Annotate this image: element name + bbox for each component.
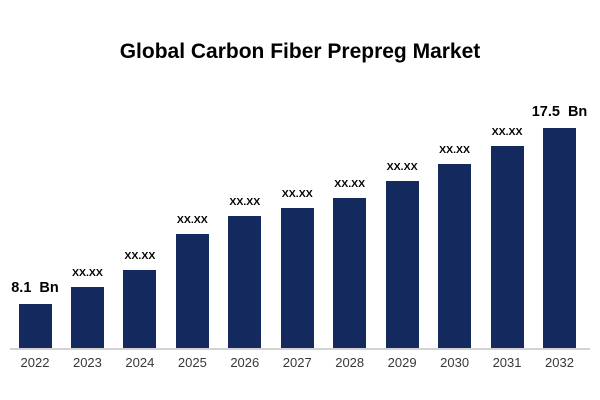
x-tick-label-2022: 2022 bbox=[20, 355, 50, 370]
x-tick-label-2032: 2032 bbox=[545, 355, 574, 370]
bar-2026 bbox=[228, 216, 262, 348]
chart-title: Global Carbon Fiber Prepreg Market bbox=[119, 40, 481, 63]
x-tick-label-2029: 2029 bbox=[387, 355, 417, 370]
bar-2025 bbox=[175, 234, 209, 348]
bar-2029 bbox=[385, 181, 419, 348]
bar-2032 bbox=[543, 128, 576, 348]
bar-value-label-2027: XX.XX bbox=[281, 188, 313, 200]
bar-value-label-2029: XX.XX bbox=[386, 161, 418, 173]
x-tick-label-2025: 2025 bbox=[177, 355, 207, 370]
x-tick-label-2028: 2028 bbox=[335, 355, 365, 370]
bar-2027 bbox=[280, 208, 314, 348]
x-tick-label-2026: 2026 bbox=[230, 355, 260, 370]
x-axis-line bbox=[10, 348, 590, 350]
bar-2028 bbox=[333, 198, 367, 348]
bar-2024 bbox=[123, 270, 157, 348]
bar-value-label-2023: XX.XX bbox=[71, 267, 103, 279]
bar-value-label-2024: XX.XX bbox=[124, 250, 156, 262]
bar-value-label-2030: XX.XX bbox=[439, 144, 471, 156]
bar-value-label-2032: 17.5 Bn bbox=[531, 104, 588, 120]
bar-value-label-2022: 8.1 Bn bbox=[11, 280, 59, 296]
x-tick-label-2023: 2023 bbox=[72, 355, 102, 370]
bar-value-label-2026: XX.XX bbox=[229, 196, 261, 208]
bar-2023 bbox=[70, 287, 104, 348]
bar-2022 bbox=[18, 304, 52, 348]
x-tick-label-2024: 2024 bbox=[125, 355, 155, 370]
bar-2031 bbox=[490, 146, 524, 348]
x-tick-label-2027: 2027 bbox=[282, 355, 312, 370]
x-tick-label-2030: 2030 bbox=[440, 355, 470, 370]
bar-value-label-2028: XX.XX bbox=[334, 178, 366, 190]
bar-2030 bbox=[438, 164, 472, 348]
bar-value-label-2025: XX.XX bbox=[176, 214, 208, 226]
bar-value-label-2031: XX.XX bbox=[491, 126, 523, 138]
x-tick-label-2031: 2031 bbox=[492, 355, 522, 370]
